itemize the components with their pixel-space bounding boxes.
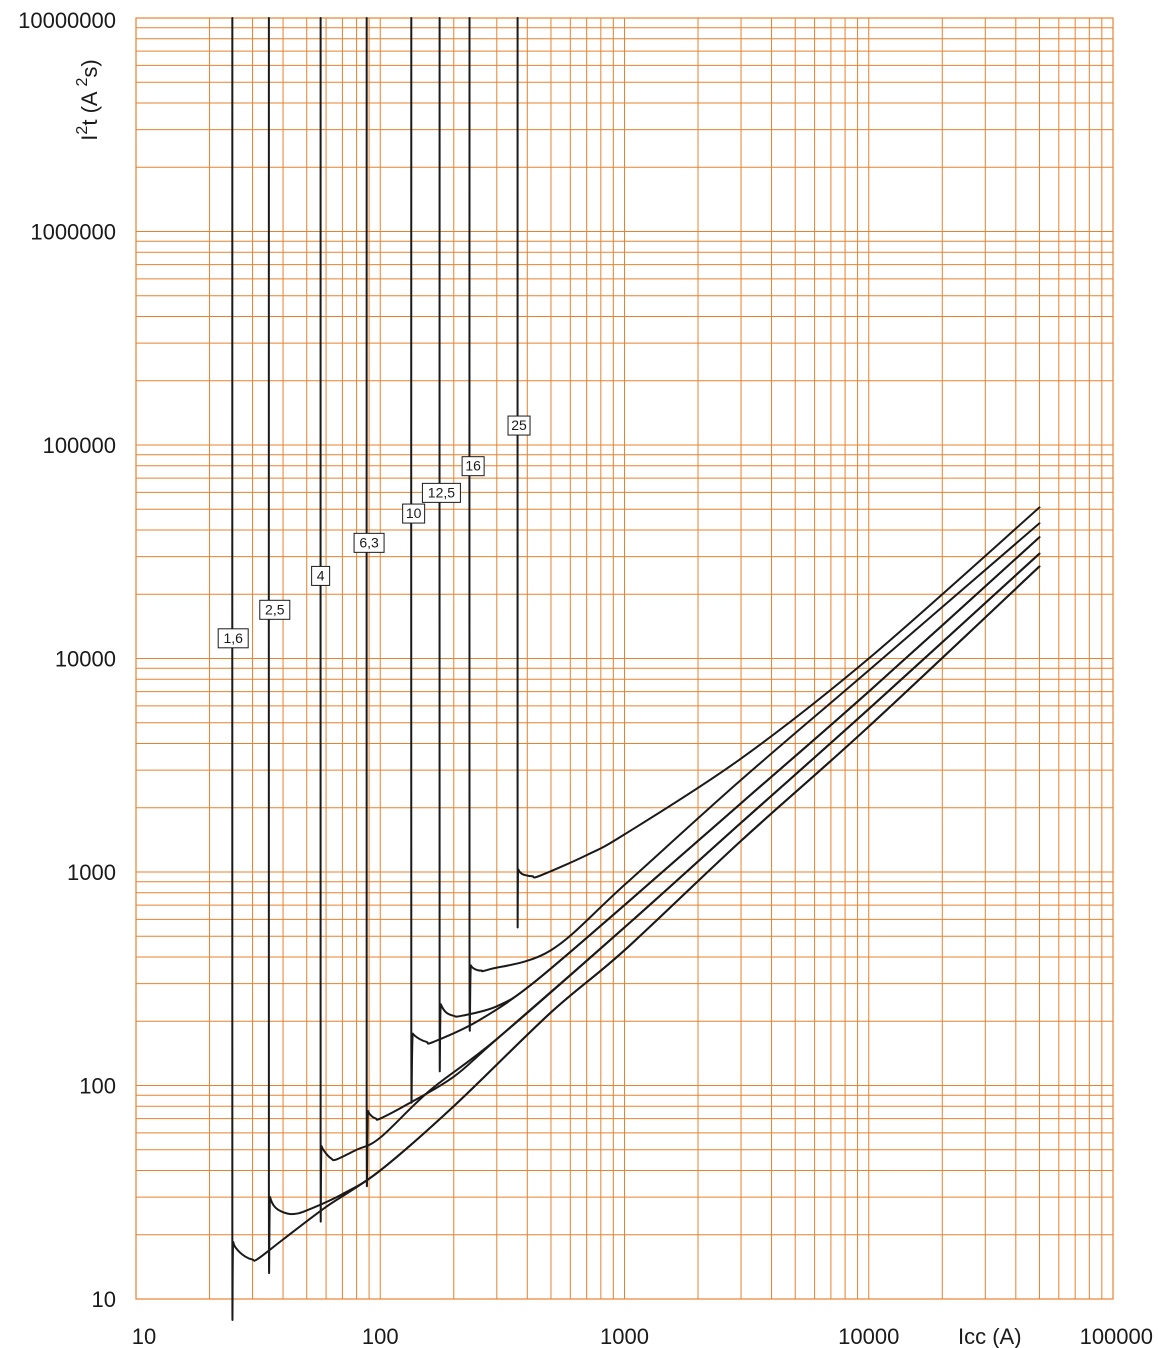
curve-label-1: 1,6 (217, 628, 249, 649)
curve-label-7: 16 (461, 456, 485, 477)
y-tick-label: 10000 (55, 647, 116, 672)
curve-7 (468, 17, 1041, 1032)
curve-label-box (311, 565, 331, 586)
grid-lines (135, 18, 1113, 1300)
curve-label-5: 10 (402, 503, 426, 524)
curve-5 (410, 17, 1041, 1104)
y-axis-label-mid: t (A (77, 87, 102, 126)
tick-labels: 10 100 1000 10000 100000 10 100 1000 10000 100000… (18, 8, 1153, 1348)
curve-label-box (507, 415, 531, 436)
curve-label-text: 2,5 (265, 601, 285, 617)
curve-label-text: 25 (511, 417, 527, 433)
curve-8 (516, 17, 1041, 929)
y-tick-label: 100 (79, 1074, 116, 1099)
curve-label-box (217, 628, 249, 649)
curve-label-text: 12,5 (428, 484, 455, 500)
y-axis-label-end: s) (77, 59, 102, 77)
y-tick-label: 10 (92, 1287, 116, 1312)
curve-label-3: 4 (311, 565, 331, 586)
curve-label-4: 6,3 (353, 532, 385, 553)
curve-6 (438, 17, 1041, 1073)
x-tick-label: 10000 (838, 1324, 899, 1348)
y-axis-label-sup2: 2 (74, 78, 91, 87)
x-axis-label: Icc (A) (958, 1324, 1022, 1348)
y-tick-label: 1000 (67, 860, 116, 885)
curve-label-text: 10 (406, 505, 422, 521)
y-axis-label: I2t (A 2s) (74, 59, 102, 140)
curve-2 (267, 17, 1041, 1275)
curve-label-text: 6,3 (359, 534, 379, 550)
x-tick-label: 10 (132, 1324, 156, 1348)
curve-label-box (461, 456, 485, 477)
curve-label-6: 12,5 (421, 482, 461, 503)
y-tick-label: 1000000 (30, 220, 116, 245)
curve-label-text: 1,6 (223, 630, 243, 646)
curve-label-2: 2,5 (259, 599, 291, 620)
curve-label-8: 25 (507, 415, 531, 436)
curve-labels: 1,6 2,5 4 6,3 10 12,5 16 25 (217, 415, 531, 649)
curve-label-box (402, 503, 426, 524)
x-tick-label: 100000 (1080, 1324, 1153, 1348)
curve-4 (365, 17, 1041, 1188)
plot-frame (135, 17, 1114, 1300)
curve-label-text: 4 (317, 567, 325, 583)
y-axis-label-sup1: 2 (74, 126, 91, 135)
curve-3 (319, 17, 1041, 1223)
curve-label-box (259, 599, 291, 620)
curve-label-box (353, 532, 385, 553)
y-axis-label-base: I (77, 135, 102, 141)
curves (231, 17, 1041, 1321)
curve-label-box (421, 482, 461, 503)
y-tick-label: 10000000 (18, 8, 116, 33)
plot-border (135, 17, 1114, 1300)
x-tick-label: 100 (362, 1324, 399, 1348)
x-tick-label: 1000 (600, 1324, 649, 1348)
curve-1 (231, 17, 1041, 1321)
y-tick-label: 100000 (43, 433, 116, 458)
curve-label-text: 16 (465, 458, 481, 474)
